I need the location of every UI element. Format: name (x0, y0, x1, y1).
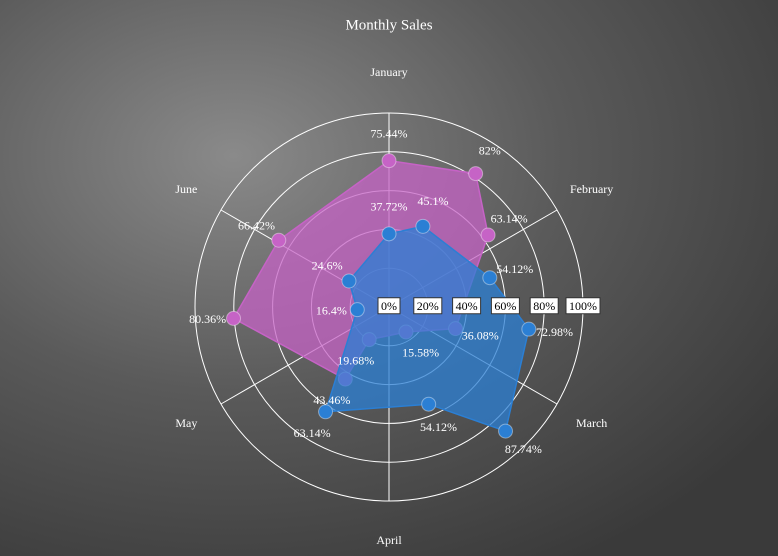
value-label: 63.14% (294, 426, 331, 440)
data-point (482, 270, 498, 286)
value-label: 75.44% (371, 126, 408, 140)
data-point (415, 218, 431, 234)
angular-label: May (175, 416, 197, 430)
radial-tick-label: 60% (494, 299, 516, 313)
value-label: 66.42% (238, 219, 275, 233)
tick-box (452, 297, 482, 315)
data-point (521, 321, 537, 337)
radial-tick-label: 0% (381, 299, 397, 313)
data-point (271, 232, 287, 248)
data-point (381, 226, 397, 242)
data-point (421, 396, 437, 412)
tick-box (565, 297, 601, 315)
value-label: 15.58% (402, 345, 439, 359)
value-label: 43.46% (313, 393, 350, 407)
chart-title: Monthly Sales (345, 17, 432, 33)
value-label: 54.12% (420, 420, 457, 434)
data-point (381, 153, 397, 169)
angular-label: February (570, 182, 613, 196)
tick-box (490, 297, 520, 315)
radial-tick-label: 20% (417, 299, 439, 313)
angular-label: April (376, 533, 402, 547)
data-point (468, 166, 484, 182)
data-point (226, 310, 242, 326)
data-point (341, 273, 357, 289)
data-point (480, 227, 496, 243)
angular-label: January (370, 65, 407, 79)
value-label: 37.72% (371, 200, 408, 214)
radial-tick-label: 100% (569, 299, 597, 313)
angular-label: March (576, 416, 607, 430)
tick-box (377, 297, 401, 315)
value-label: 72.98% (536, 325, 573, 339)
tick-box (413, 297, 443, 315)
data-point (318, 404, 334, 420)
tick-box (529, 297, 559, 315)
angular-label: June (175, 182, 197, 196)
value-label: 54.12% (496, 262, 533, 276)
value-label: 63.14% (491, 211, 528, 225)
value-label: 87.74% (505, 442, 542, 456)
value-label: 80.36% (189, 312, 226, 326)
value-label: 19.68% (337, 354, 374, 368)
value-label: 36.08% (462, 328, 499, 342)
data-point (349, 302, 365, 318)
data-point (498, 423, 514, 439)
value-label: 16.4% (316, 304, 347, 318)
radial-tick-label: 80% (533, 299, 555, 313)
series-area (324, 225, 530, 433)
value-label: 45.1% (417, 194, 448, 208)
radial-tick-label: 40% (456, 299, 478, 313)
value-label: 82% (479, 144, 501, 158)
value-label: 24.6% (312, 259, 343, 273)
